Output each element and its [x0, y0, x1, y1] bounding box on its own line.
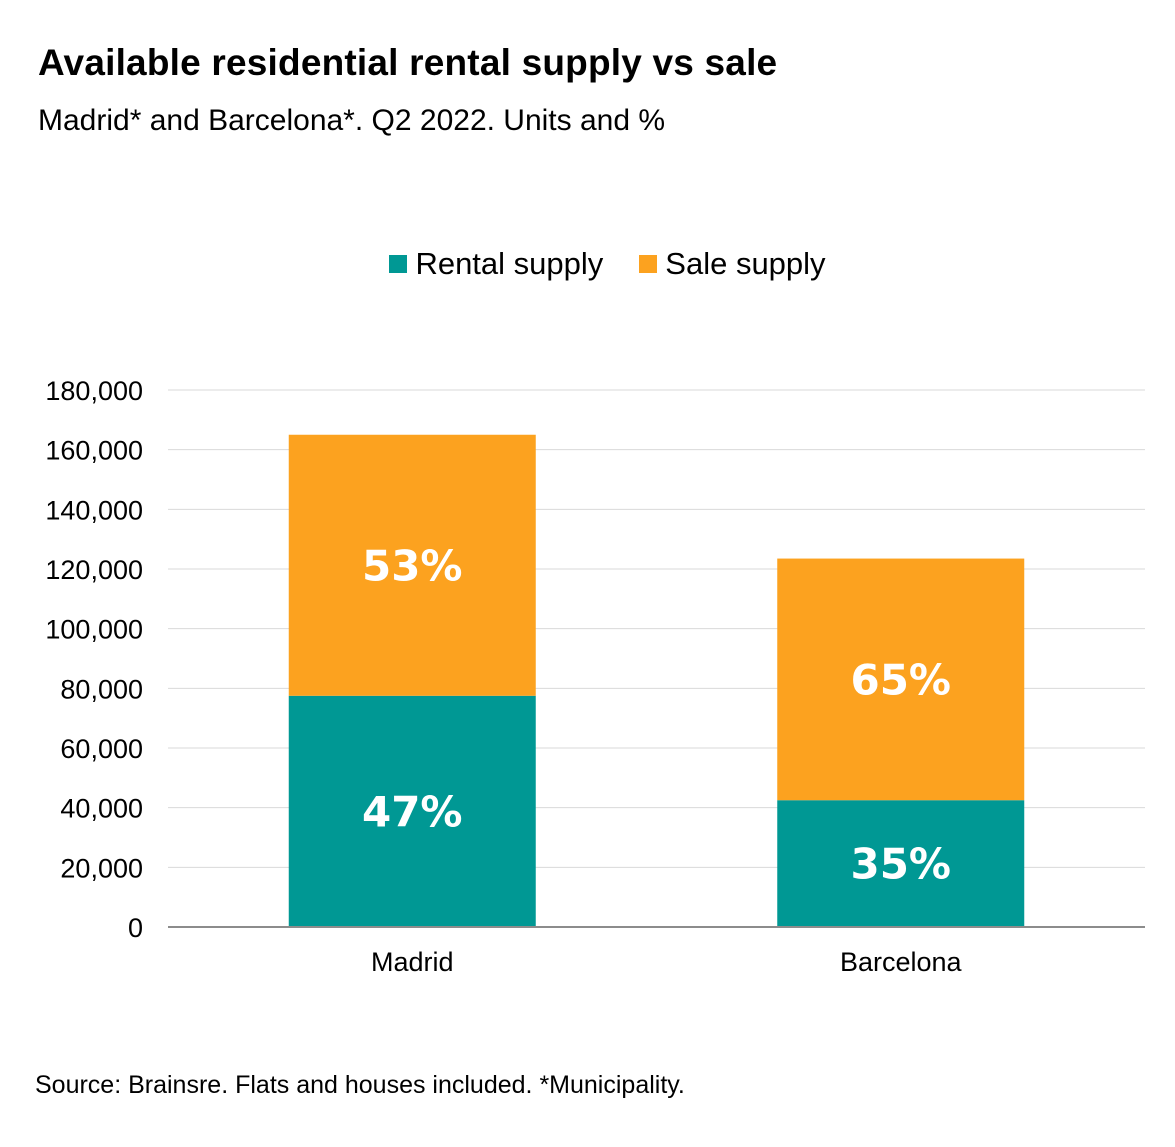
data-label: 47% — [362, 787, 463, 836]
legend-label-rental: Rental supply — [415, 246, 604, 281]
data-label: 35% — [850, 840, 951, 889]
bar-madrid-rental — [288, 695, 536, 927]
y-tick-label: 120,000 — [45, 555, 143, 585]
bars: 47% 53% 35% 65% — [288, 434, 1025, 927]
y-tick-label: 180,000 — [45, 376, 143, 406]
y-tick-label: 100,000 — [45, 615, 143, 645]
y-tick-label: 140,000 — [45, 495, 143, 525]
y-tick-label: 40,000 — [60, 794, 143, 824]
chart-subtitle: Madrid* and Barcelona*. Q2 2022. Units a… — [38, 104, 666, 137]
y-tick-label: 80,000 — [60, 674, 143, 704]
data-label: 65% — [850, 655, 951, 704]
chart-title: Available residential rental supply vs s… — [38, 42, 778, 83]
bar-madrid-sale — [288, 434, 536, 696]
x-axis-tick-labels: Madrid Barcelona — [371, 947, 963, 977]
x-tick-label: Madrid — [371, 947, 454, 977]
y-tick-label: 160,000 — [45, 436, 143, 466]
legend-label-sale: Sale supply — [665, 246, 826, 281]
legend-item-sale: Sale supply — [639, 246, 826, 282]
y-tick-label: 20,000 — [60, 853, 143, 883]
source-note: Source: Brainsre. Flats and houses inclu… — [35, 1071, 685, 1099]
bar-barcelona-sale — [777, 558, 1025, 801]
x-tick-label: Barcelona — [840, 947, 963, 977]
bar-barcelona-rental — [777, 800, 1025, 927]
legend-item-rental: Rental supply — [389, 246, 603, 282]
legend-swatch-sale — [639, 255, 658, 273]
data-label: 53% — [362, 541, 463, 590]
y-axis-tick-labels: 0 20,000 40,000 60,000 80,000 100,000 120,000 1… — [45, 376, 143, 943]
y-tick-label: 0 — [128, 913, 143, 943]
y-tick-label: 60,000 — [60, 734, 143, 764]
legend: Rental supply Sale supply — [0, 246, 1175, 282]
legend-swatch-rental — [389, 255, 408, 273]
